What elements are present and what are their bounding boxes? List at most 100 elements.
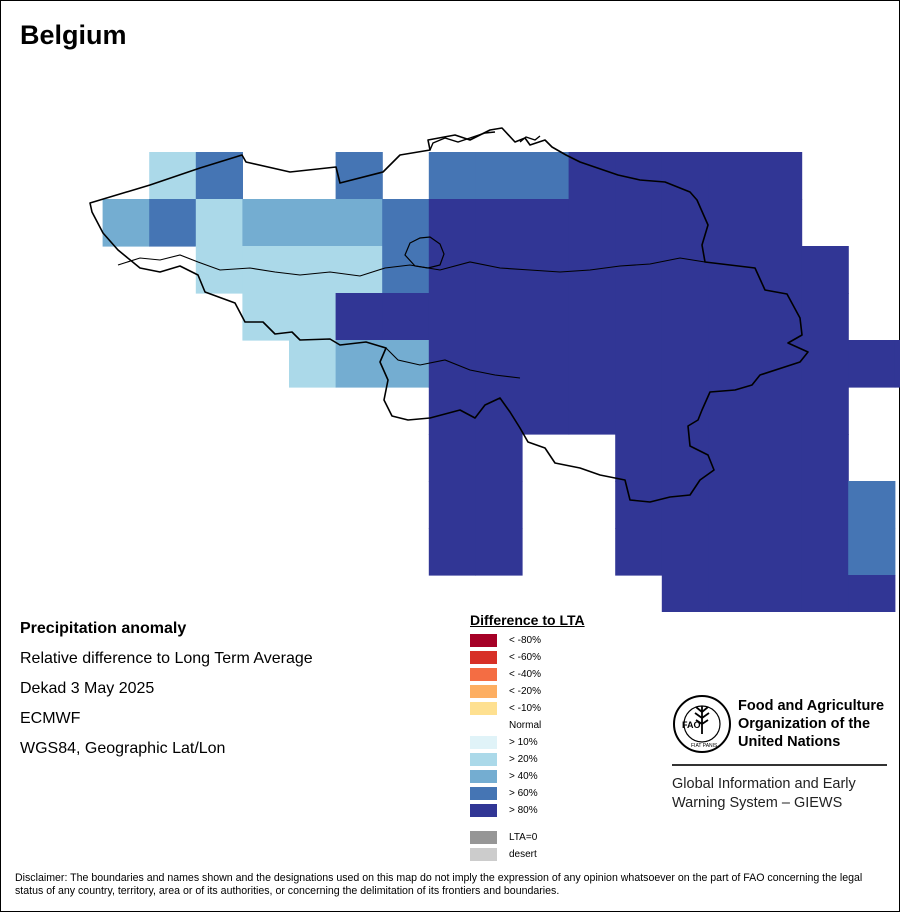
grid-cell: [755, 481, 803, 529]
fao-name-line1: Food and Agriculture: [738, 698, 885, 714]
grid-cell: [848, 481, 896, 529]
grid-cell: [475, 152, 523, 200]
grid-cell: [615, 481, 663, 529]
grid-cell: [615, 434, 663, 482]
grid-cell: [522, 387, 570, 435]
legend-swatch: [470, 702, 497, 715]
grid-cell: [708, 528, 756, 576]
grid-cell: [801, 246, 849, 294]
grid-cell: [149, 152, 197, 200]
legend-swatch: [470, 753, 497, 766]
product-source: ECMWF: [20, 710, 81, 727]
legend-swatch: [470, 804, 497, 817]
legend-swatch: [470, 831, 497, 844]
grid-cell: [755, 575, 803, 612]
giews-line2: Warning System – GIEWS: [672, 795, 843, 811]
grid-cell: [708, 293, 756, 341]
product-title: Precipitation anomaly: [20, 620, 187, 637]
legend-label: LTA=0: [509, 832, 538, 843]
legend-label: desert: [509, 849, 537, 860]
grid-cell: [755, 199, 803, 247]
product-projection: WGS84, Geographic Lat/Lon: [20, 740, 226, 757]
grid-cell: [428, 152, 476, 200]
grid-cell: [708, 152, 756, 200]
grid-cell: [755, 246, 803, 294]
grid-cell: [894, 340, 900, 388]
grid-cell: [428, 434, 476, 482]
grid-cell: [661, 434, 709, 482]
grid-cell: [801, 293, 849, 341]
legend-swatch: [470, 848, 497, 861]
grid-cell: [615, 293, 663, 341]
grid-cell: [428, 528, 476, 576]
grid-cell: [289, 246, 337, 294]
grid-cell: [475, 293, 523, 341]
grid-cell: [475, 340, 523, 388]
grid-cell: [289, 199, 337, 247]
grid-cell: [661, 293, 709, 341]
giews-line1: Global Information and Early: [672, 776, 856, 792]
grid-cell: [615, 199, 663, 247]
grid-cell: [475, 481, 523, 529]
north-coast-detail: [429, 131, 541, 151]
grid-cell: [661, 199, 709, 247]
grid-cell: [475, 246, 523, 294]
grid-cell: [801, 481, 849, 529]
legend-swatch: [470, 770, 497, 783]
fao-emblem-letter-f: FAO: [682, 720, 701, 730]
grid-cell: [848, 340, 896, 388]
grid-cell: [708, 387, 756, 435]
grid-cell: [755, 434, 803, 482]
grid-cell: [755, 528, 803, 576]
grid-cell: [568, 199, 616, 247]
fao-name-line3: United Nations: [738, 734, 841, 750]
south-boundary-detail: [385, 347, 521, 379]
grid-cell: [522, 199, 570, 247]
product-description: Relative difference to Long Term Average: [20, 650, 313, 667]
grid-cell: [102, 199, 150, 247]
grid-cell: [475, 528, 523, 576]
grid-cell: [615, 387, 663, 435]
grid-cell: [428, 340, 476, 388]
grid-cell: [382, 199, 430, 247]
giews-label: Global Information and Early Warning Sys…: [672, 775, 856, 813]
grid-cell: [242, 246, 290, 294]
grid-cell: [335, 152, 383, 200]
grid-cell: [708, 199, 756, 247]
map-canvas: [89, 127, 900, 612]
grid-cell: [755, 293, 803, 341]
legend-label: < -80%: [509, 635, 541, 646]
grid-cell: [522, 152, 570, 200]
fao-emblem-motto: FIAT PANIS: [691, 743, 718, 749]
anomaly-grid: [102, 152, 900, 612]
regional-boundary: [117, 254, 706, 277]
legend-swatch: [470, 685, 497, 698]
legend-label: > 10%: [509, 737, 538, 748]
grid-cell: [289, 340, 337, 388]
logo-divider: [672, 764, 887, 766]
grid-cell: [382, 293, 430, 341]
grid-cell: [661, 340, 709, 388]
grid-cell: [568, 340, 616, 388]
fao-name-line2: Organization of the: [738, 716, 871, 732]
grid-cell: [848, 528, 896, 576]
grid-cell: [335, 340, 383, 388]
map-title: Belgium: [20, 20, 127, 50]
fao-emblem-icon: FAO FIAT PANIS: [673, 695, 731, 753]
legend-label: > 20%: [509, 754, 538, 765]
grid-cell: [335, 293, 383, 341]
grid-cell: [848, 575, 896, 612]
grid-cell: [428, 481, 476, 529]
fao-name: Food and Agriculture Organization of the…: [738, 697, 884, 751]
grid-cell: [708, 340, 756, 388]
grid-cell: [615, 246, 663, 294]
grid-cell: [708, 481, 756, 529]
grid-cell: [708, 246, 756, 294]
grid-cell: [708, 434, 756, 482]
grid-cell: [475, 387, 523, 435]
grid-cell: [801, 340, 849, 388]
legend-swatch: [470, 787, 497, 800]
grid-cell: [568, 293, 616, 341]
grid-cell: [149, 199, 197, 247]
disclaimer: Disclaimer: The boundaries and names sho…: [15, 872, 863, 897]
